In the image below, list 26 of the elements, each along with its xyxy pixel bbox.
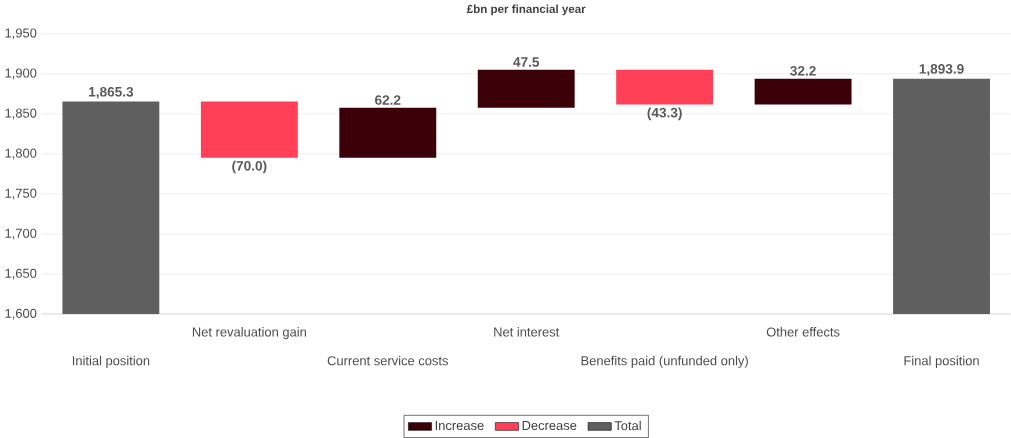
data-label: 1,893.9 (919, 64, 964, 76)
x-tick-label: Other effects (766, 327, 840, 337)
y-tick-label: 1,650 (5, 268, 37, 280)
x-tick-label: Initial position (72, 355, 150, 368)
data-label: 1,865.3 (89, 87, 134, 99)
x-tick-label: Net interest (494, 327, 560, 337)
data-label: 32.2 (790, 66, 816, 76)
y-tick-label: 1,800 (5, 148, 37, 160)
data-label: 47.5 (513, 57, 540, 67)
x-tick-label: Net revaluation gain (192, 327, 306, 340)
legend-label: Total (614, 420, 641, 431)
data-label: (43.3) (647, 107, 682, 121)
legend-label: Decrease (522, 421, 577, 431)
legend-label: Increase (435, 421, 484, 431)
data-label: (70.0) (232, 160, 267, 174)
data-label: 62.2 (375, 95, 401, 105)
y-tick-label: 1,950 (5, 28, 37, 40)
y-tick-label: 1,600 (5, 308, 37, 320)
y-tick-label: 1,700 (5, 228, 37, 240)
y-tick-label: 1,850 (5, 108, 37, 120)
x-tick-label: Current service costs (327, 355, 449, 366)
x-tick-label: Final position (904, 355, 979, 368)
y-tick-label: 1,750 (5, 188, 37, 200)
y-tick-label: 1,900 (5, 68, 37, 80)
chart-title: £bn per financial year (466, 4, 586, 16)
x-tick-label: Benefits paid (unfunded only) (581, 355, 748, 368)
